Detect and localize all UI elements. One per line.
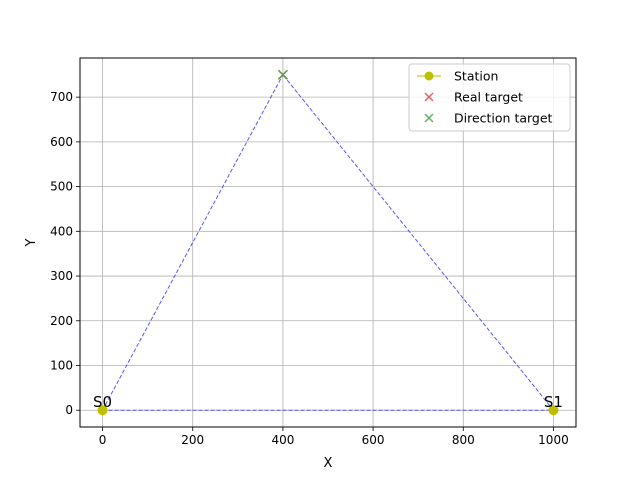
plot-frame [79, 57, 577, 428]
legend-station-marker [424, 71, 434, 81]
y-tick-label: 300 [50, 269, 73, 283]
y-tick-label: 500 [50, 180, 73, 194]
x-tick-label: 800 [452, 433, 475, 447]
direction-target-marker-stroke [277, 69, 288, 80]
x-tick-label: 400 [271, 433, 294, 447]
direction-target-marker [277, 69, 288, 80]
legend-direction-target-marker-stroke [424, 113, 434, 123]
grid [80, 58, 576, 427]
station-marker [97, 405, 108, 416]
legend-direction-target-marker [424, 113, 434, 123]
x-tick-label: 200 [181, 433, 204, 447]
legend-label: Station [454, 69, 498, 84]
y-tick-label: 400 [50, 224, 73, 238]
station-label: S1 [544, 393, 563, 411]
data-marks: S0 S1 [93, 69, 563, 416]
x-axis-label: X [324, 456, 333, 471]
legend-label: Direction target [454, 111, 553, 126]
legend: Station Real target Direction target [408, 63, 571, 132]
y-tick-label: 0 [65, 403, 73, 417]
guide-line [102, 74, 284, 411]
y-tick-label: 600 [50, 135, 73, 149]
y-tick-label: 100 [50, 359, 73, 373]
x-tick-label: 600 [362, 433, 385, 447]
legend-box [408, 63, 571, 132]
y-tick-label: 200 [50, 314, 73, 328]
x-tick-label: 0 [99, 433, 107, 447]
guide-lines [102, 74, 554, 411]
x-tick-label: 1000 [538, 433, 569, 447]
y-axis-label: Y [24, 238, 39, 247]
ticks: 0 200 400 600 800 1000 0 100 200 300 400 500 600 700 [50, 90, 569, 447]
legend-label: Real target [454, 90, 523, 105]
legend-real-target-marker [424, 92, 434, 102]
station-marker [548, 405, 559, 416]
legend-real-target-marker-stroke [424, 92, 434, 102]
y-tick-label: 700 [50, 90, 73, 104]
station-label: S0 [93, 393, 112, 411]
